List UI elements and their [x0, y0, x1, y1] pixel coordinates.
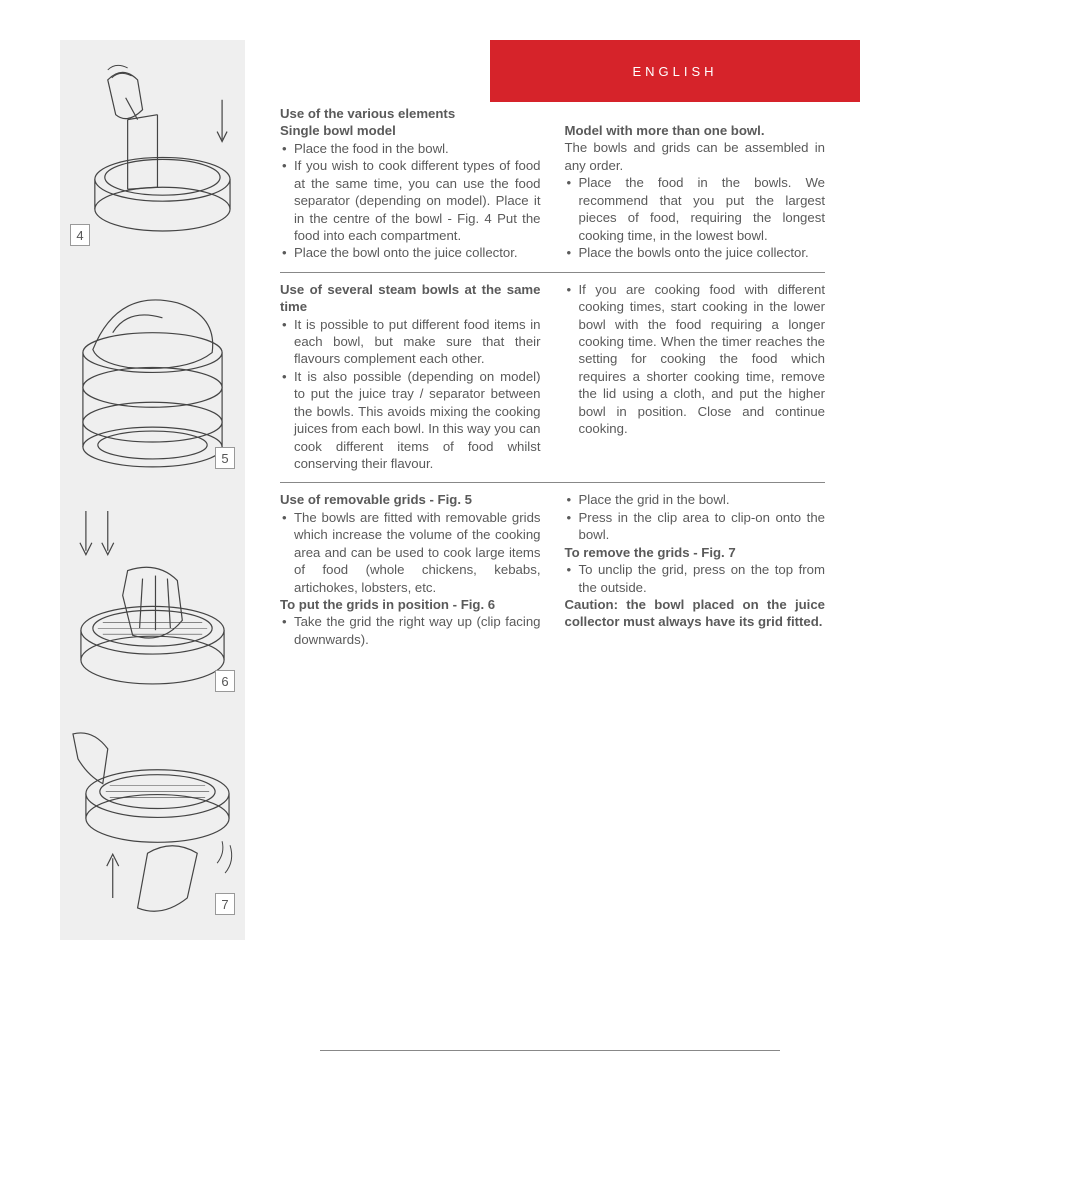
section-1-right: Model with more than one bowl. The bowls… [565, 105, 826, 262]
list-item: If you are cooking food with different c… [565, 281, 826, 438]
heading: To remove the grids - Fig. 7 [565, 544, 826, 561]
figure-number: 4 [70, 224, 90, 246]
list-item: Place the food in the bowls. We recommen… [565, 174, 826, 244]
list-item: Place the food in the bowl. [280, 140, 541, 157]
divider [280, 272, 825, 273]
divider [280, 482, 825, 483]
list-item: If you wish to cook different types of f… [280, 157, 541, 244]
caution-text: Caution: the bowl placed on the juice co… [565, 596, 826, 631]
figure-number: 6 [215, 670, 235, 692]
heading: Use of several steam bowls at the same t… [280, 281, 541, 316]
manual-page: ENGLISH [60, 40, 1020, 1140]
banner-label: ENGLISH [632, 64, 717, 79]
heading: Use of the various elements [280, 105, 541, 122]
section-3: Use of removable grids - Fig. 5 The bowl… [280, 491, 825, 648]
heading: Use of removable grids - Fig. 5 [280, 491, 541, 508]
list-item: Take the grid the right way up (clip fac… [280, 613, 541, 648]
figure-7-illustration [68, 724, 237, 918]
list-item: Press in the clip area to clip-on onto t… [565, 509, 826, 544]
heading: Model with more than one bowl. [565, 122, 826, 139]
list-item: Place the bowl onto the juice collector. [280, 244, 541, 261]
list-item: It is possible to put different food ite… [280, 316, 541, 368]
figure-6: 6 [68, 501, 237, 696]
section-3-right: Place the grid in the bowl. Press in the… [565, 491, 826, 648]
text-content: Use of the various elements Single bowl … [280, 105, 825, 648]
section-2-right: If you are cooking food with different c… [565, 281, 826, 473]
heading: To put the grids in position - Fig. 6 [280, 596, 541, 613]
figure-7: 7 [68, 724, 237, 919]
list-item: It is also possible (depending on model)… [280, 368, 541, 473]
list-item: Place the bowls onto the juice collector… [565, 244, 826, 261]
paragraph: The bowls and grids can be assembled in … [565, 139, 826, 174]
section-3-left: Use of removable grids - Fig. 5 The bowl… [280, 491, 541, 648]
figure-sidebar: 4 5 [60, 40, 245, 940]
figure-4-illustration [68, 60, 237, 249]
list-item: To unclip the grid, press on the top fro… [565, 561, 826, 596]
language-banner: ENGLISH [490, 40, 860, 102]
figure-number: 7 [215, 893, 235, 915]
section-1-left: Use of the various elements Single bowl … [280, 105, 541, 262]
figure-number: 5 [215, 447, 235, 469]
footer-divider [320, 1050, 780, 1051]
figure-5-illustration [68, 278, 237, 472]
list-item: The bowls are fitted with removable grid… [280, 509, 541, 596]
list-item: Place the grid in the bowl. [565, 491, 826, 508]
section-1: Use of the various elements Single bowl … [280, 105, 825, 262]
figure-5: 5 [68, 278, 237, 473]
heading: Single bowl model [280, 122, 541, 139]
figure-4: 4 [68, 60, 237, 250]
section-2-left: Use of several steam bowls at the same t… [280, 281, 541, 473]
section-2: Use of several steam bowls at the same t… [280, 281, 825, 473]
figure-6-illustration [68, 501, 237, 695]
